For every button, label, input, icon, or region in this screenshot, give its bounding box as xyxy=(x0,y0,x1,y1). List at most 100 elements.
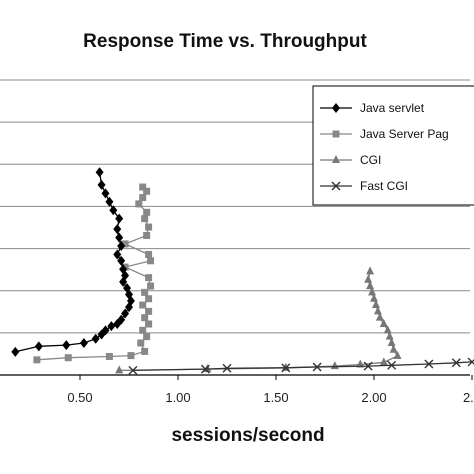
triangle-marker xyxy=(371,300,380,309)
diamond-marker xyxy=(113,224,122,235)
legend-label: Java Server Pag xyxy=(360,127,449,141)
square-marker xyxy=(145,223,153,231)
x-tick-label: 2.00 xyxy=(361,390,386,405)
x-marker-stroke xyxy=(281,363,291,373)
triangle-marker xyxy=(364,274,373,283)
triangle-marker xyxy=(370,293,378,302)
x-tick-label: 1.00 xyxy=(165,390,190,405)
legend-box xyxy=(312,85,474,206)
square-marker xyxy=(33,356,41,364)
square-marker xyxy=(145,320,153,328)
diamond-marker xyxy=(95,167,104,178)
square-marker xyxy=(145,307,153,315)
square-marker xyxy=(143,333,151,341)
legend-label: Java servlet xyxy=(360,101,425,115)
legend-entry: Java servlet xyxy=(320,101,425,115)
triangle-marker xyxy=(389,344,398,353)
x-marker xyxy=(387,360,397,370)
diamond-marker xyxy=(117,314,126,325)
x-marker xyxy=(281,363,291,373)
square-marker xyxy=(145,250,153,258)
diamond-marker xyxy=(109,205,118,216)
diamond-marker xyxy=(113,249,122,260)
x-marker-stroke xyxy=(331,181,341,191)
triangle-marker xyxy=(393,351,402,360)
x-tick-label: 1.50 xyxy=(263,390,288,405)
triangle-marker xyxy=(375,312,384,321)
square-marker xyxy=(143,187,151,195)
diamond-marker xyxy=(79,337,88,348)
series-line xyxy=(36,186,152,361)
diamond-marker xyxy=(91,333,100,344)
diamond-marker xyxy=(11,346,20,357)
diamond-marker xyxy=(115,232,124,243)
square-marker xyxy=(147,257,155,265)
triangle-marker xyxy=(385,331,394,340)
x-marker xyxy=(451,358,461,368)
square-marker xyxy=(147,282,155,290)
diamond-marker xyxy=(119,264,128,275)
triangle-marker xyxy=(373,306,382,315)
legend-entry: Fast CGI xyxy=(320,179,408,193)
x-marker-stroke xyxy=(200,364,210,374)
square-marker xyxy=(145,274,153,282)
x-marker xyxy=(312,362,322,372)
axes xyxy=(0,374,473,380)
x-marker xyxy=(424,359,434,369)
x-marker xyxy=(128,365,138,375)
legend-label: CGI xyxy=(360,153,381,167)
x-marker-stroke xyxy=(363,361,373,371)
data-series xyxy=(11,167,474,375)
square-marker xyxy=(139,301,147,309)
legend-label: Fast CGI xyxy=(360,179,408,193)
triangle-marker xyxy=(379,357,388,366)
x-marker xyxy=(222,363,232,373)
x-marker-stroke xyxy=(387,360,397,370)
square-marker xyxy=(139,326,147,334)
diamond-marker xyxy=(105,196,114,207)
square-marker xyxy=(64,354,72,362)
diamond-marker xyxy=(123,283,132,294)
x-marker xyxy=(200,364,210,374)
x-marker xyxy=(331,181,341,191)
series-line xyxy=(119,271,399,372)
x-marker-stroke xyxy=(424,359,434,369)
x-tick-label: 0.50 xyxy=(67,390,92,405)
triangle-marker xyxy=(332,155,340,163)
x-marker-stroke xyxy=(451,358,461,368)
square-marker xyxy=(145,295,153,303)
x-marker-stroke xyxy=(222,363,232,373)
diamond-marker xyxy=(107,321,116,332)
series-java-servlet xyxy=(11,167,135,357)
diamond-marker xyxy=(62,340,71,351)
legend: Java servlet Java Server Pag CGI Fast CGI xyxy=(312,85,474,206)
triangle-marker xyxy=(387,337,396,346)
diamond-marker xyxy=(34,341,43,352)
chart-title: Response Time vs. Throughput xyxy=(83,31,367,52)
triangle-marker xyxy=(281,362,290,371)
square-marker xyxy=(141,288,149,296)
diamond-marker xyxy=(117,241,126,252)
series-fast-cgi xyxy=(128,357,474,375)
gridlines xyxy=(0,79,470,334)
diamond-marker xyxy=(121,308,130,319)
x-marker xyxy=(363,361,373,371)
square-marker xyxy=(127,352,135,360)
legend-entry: CGI xyxy=(320,153,381,167)
diamond-marker xyxy=(101,325,110,336)
square-marker xyxy=(141,314,149,322)
x-marker-stroke xyxy=(128,365,138,375)
x-axis-label: sessions/second xyxy=(171,425,324,446)
triangle-marker xyxy=(366,266,375,275)
square-marker xyxy=(141,215,149,223)
triangle-marker xyxy=(356,359,365,368)
diamond-marker xyxy=(332,103,340,113)
triangle-marker xyxy=(366,281,375,290)
triangle-marker xyxy=(330,361,339,370)
triangle-marker xyxy=(115,365,124,374)
x-marker-stroke xyxy=(467,358,474,367)
diamond-marker xyxy=(101,188,110,199)
triangle-marker xyxy=(368,287,377,296)
square-marker xyxy=(137,339,145,347)
